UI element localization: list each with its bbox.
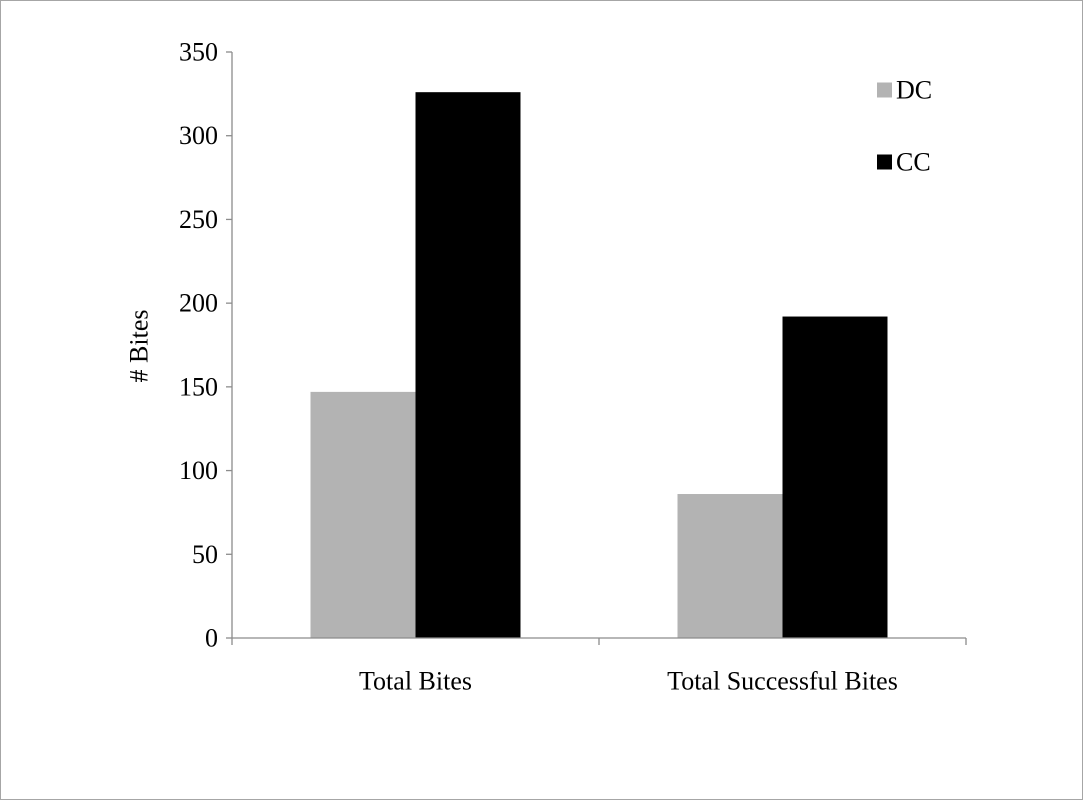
bar-cc bbox=[415, 92, 521, 638]
y-tick-label: 250 bbox=[179, 205, 218, 234]
legend-label-cc: CC bbox=[896, 148, 931, 177]
y-tick-label: 200 bbox=[179, 289, 218, 318]
y-tick-label: 150 bbox=[179, 372, 218, 401]
y-tick-label: 100 bbox=[179, 456, 218, 485]
bar-dc bbox=[677, 494, 783, 638]
y-axis-title: # Bites bbox=[125, 310, 154, 383]
axes bbox=[231, 52, 967, 645]
legend-label-dc: DC bbox=[896, 76, 932, 105]
y-tick-label: 50 bbox=[192, 540, 218, 569]
x-axis-labels: Total Bites Total Successful Bites bbox=[359, 667, 898, 696]
y-tick-label: 350 bbox=[179, 38, 218, 67]
bar-dc bbox=[310, 391, 416, 638]
x-category-label: Total Bites bbox=[359, 667, 472, 696]
y-tick-label: 0 bbox=[205, 624, 218, 653]
y-tick-label: 300 bbox=[179, 121, 218, 150]
bars bbox=[310, 92, 888, 638]
legend-swatch-cc bbox=[877, 154, 892, 170]
x-category-label: Total Successful Bites bbox=[667, 667, 898, 696]
legend: DC CC bbox=[877, 76, 932, 177]
bar-cc bbox=[782, 316, 888, 638]
legend-swatch-dc bbox=[877, 82, 892, 98]
y-axis-ticks: 0 50 100 150 200 250 300 350 bbox=[179, 38, 232, 653]
